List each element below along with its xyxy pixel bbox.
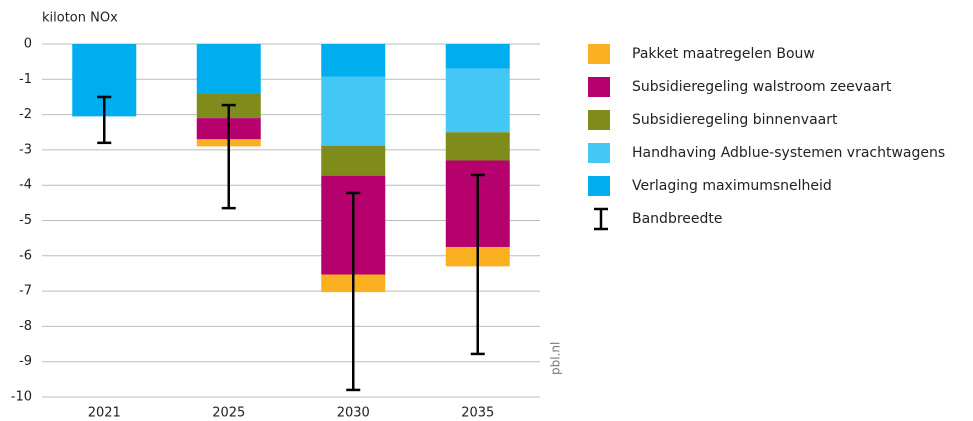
x-tick-label: 2035 xyxy=(461,406,494,421)
y-axis-label: kiloton NOx xyxy=(42,11,118,26)
y-tick-label: -10 xyxy=(11,390,32,405)
y-tick-label: -4 xyxy=(19,178,32,193)
y-tick-label: -3 xyxy=(19,142,32,157)
x-tick-label: 2030 xyxy=(337,406,370,421)
legend-swatch xyxy=(588,143,610,163)
legend-label: Bandbreedte xyxy=(632,211,723,227)
y-tick-label: -1 xyxy=(19,72,32,87)
legend-label: Subsidieregeling binnenvaart xyxy=(632,112,838,128)
legend: Pakket maatregelen Bouw Subsidieregeling … xyxy=(588,44,945,231)
bar-segment xyxy=(445,44,510,69)
legend-label: Pakket maatregelen Bouw xyxy=(632,46,815,62)
y-tick-label: -7 xyxy=(19,284,32,299)
legend-swatch xyxy=(588,77,610,97)
bar-segment xyxy=(445,68,510,133)
error-bar xyxy=(470,173,485,356)
y-tick-label: -6 xyxy=(19,248,32,263)
error-bar xyxy=(346,191,361,392)
bar-segment xyxy=(321,44,386,77)
legend-swatch xyxy=(588,44,610,64)
y-tick-label: -8 xyxy=(19,319,32,334)
bar-segment xyxy=(321,76,386,146)
x-tick-label: 2025 xyxy=(212,406,245,421)
x-tick-label: 2021 xyxy=(88,406,121,421)
bar-segment xyxy=(445,132,510,161)
legend-label: Handhaving Adblue-systemen vrachtwagens xyxy=(632,145,945,161)
error-bar xyxy=(221,103,236,210)
legend-swatch xyxy=(588,176,610,196)
legend-label: Subsidieregeling walstroom zeevaart xyxy=(632,79,892,95)
y-tick-label: -5 xyxy=(19,213,32,228)
y-tick-label: -9 xyxy=(19,354,32,369)
legend-error-icon xyxy=(594,207,608,231)
error-bar xyxy=(97,95,112,145)
legend-swatch xyxy=(588,110,610,130)
y-tick-label: -2 xyxy=(19,107,32,122)
y-tick-label: 0 xyxy=(24,37,32,52)
legend-label: Verlaging maximumsnelheid xyxy=(632,178,832,194)
bar-segment xyxy=(196,44,261,94)
bar-segment xyxy=(321,145,386,176)
source: pbl.nl xyxy=(549,342,563,375)
